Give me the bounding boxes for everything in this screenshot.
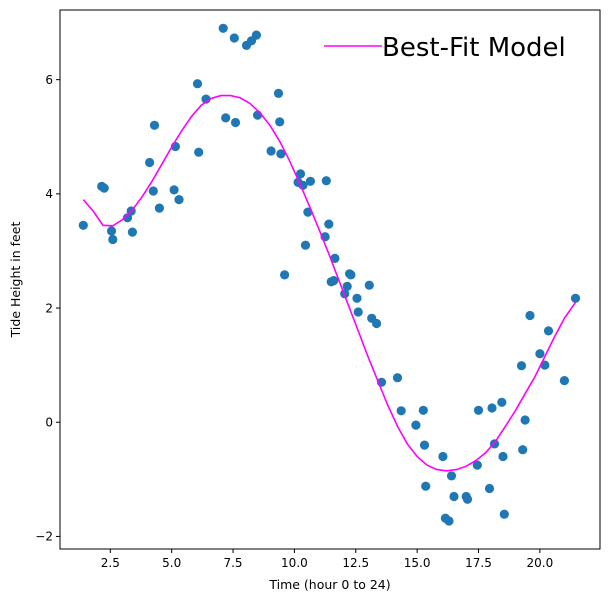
data-point <box>192 79 203 89</box>
data-point <box>329 276 339 286</box>
data-point <box>449 491 459 502</box>
y-tick-label: 0 <box>45 416 53 430</box>
data-point <box>229 33 239 43</box>
data-point <box>520 415 530 425</box>
data-point <box>194 147 204 157</box>
x-tick-label: 15.0 <box>404 556 431 570</box>
data-point <box>444 516 454 526</box>
data-point <box>559 376 570 386</box>
data-point <box>108 234 118 245</box>
data-point <box>535 349 545 359</box>
y-tick-label: 2 <box>45 301 53 315</box>
data-point <box>78 220 88 230</box>
data-point <box>419 440 430 450</box>
data-point <box>487 403 497 413</box>
data-point <box>462 494 473 504</box>
data-point <box>99 183 109 193</box>
data-point <box>218 23 228 33</box>
data-point <box>497 397 507 407</box>
data-point <box>149 120 160 130</box>
data-point <box>273 88 284 98</box>
best-fit-model-line <box>82 94 577 472</box>
data-point <box>169 185 179 195</box>
data-point <box>392 373 403 383</box>
data-point <box>411 420 421 430</box>
data-point <box>438 451 448 462</box>
data-point <box>570 293 581 303</box>
data-point <box>154 203 164 213</box>
model-line-layer <box>82 94 577 472</box>
data-point <box>342 281 352 291</box>
x-tick-label: 12.5 <box>342 556 369 570</box>
data-point <box>516 361 527 371</box>
data-point <box>352 293 362 303</box>
data-point <box>484 483 495 494</box>
scatter-points <box>78 23 581 526</box>
data-point <box>518 445 528 455</box>
data-point <box>324 219 334 229</box>
data-point <box>251 30 261 40</box>
data-point <box>148 186 158 196</box>
data-point <box>305 176 315 186</box>
data-point <box>201 94 211 104</box>
data-point <box>106 226 117 236</box>
data-point <box>498 451 508 462</box>
data-point <box>127 227 137 237</box>
data-point <box>396 406 406 416</box>
data-point <box>421 481 431 491</box>
data-point <box>446 471 457 481</box>
data-point <box>300 240 311 250</box>
x-tick-label: 2.5 <box>101 556 120 570</box>
data-point <box>543 326 554 336</box>
data-point <box>418 405 428 415</box>
data-point <box>122 213 133 223</box>
data-point <box>266 146 276 156</box>
data-point <box>221 113 231 123</box>
data-point <box>145 157 155 168</box>
axes: 2.5 5.0 7.5 10.0 12.5 15.0 17.5 20.0 −2 0 2 4 6 <box>35 9 601 570</box>
data-point <box>525 310 535 321</box>
legend: Best-Fit Model <box>324 33 566 63</box>
legend-label: Best-Fit Model <box>382 33 566 63</box>
data-point <box>276 149 286 159</box>
plot-frame <box>59 9 601 550</box>
data-point <box>472 460 482 470</box>
data-point <box>321 176 331 186</box>
x-tick-label: 7.5 <box>223 556 242 570</box>
data-point <box>275 117 285 127</box>
data-point <box>353 307 363 317</box>
data-point <box>499 509 509 519</box>
x-tick-label: 20.0 <box>527 556 554 570</box>
data-point <box>174 195 184 205</box>
data-point <box>372 318 382 329</box>
data-point <box>280 270 290 280</box>
y-tick-label: 6 <box>45 73 53 87</box>
x-axis-label: Time (hour 0 to 24) <box>268 577 390 592</box>
data-point <box>346 270 356 280</box>
data-point <box>330 253 340 263</box>
y-tick-label: −2 <box>35 530 53 544</box>
y-tick-label: 4 <box>45 187 53 201</box>
y-axis-label: Tide Height in feet <box>8 222 23 339</box>
data-point <box>295 169 306 179</box>
x-tick-label: 5.0 <box>162 556 181 570</box>
data-point <box>364 280 374 290</box>
data-point <box>230 117 241 128</box>
x-tick-label: 17.5 <box>465 556 492 570</box>
x-tick-label: 10.0 <box>281 556 308 570</box>
data-point <box>473 405 484 415</box>
